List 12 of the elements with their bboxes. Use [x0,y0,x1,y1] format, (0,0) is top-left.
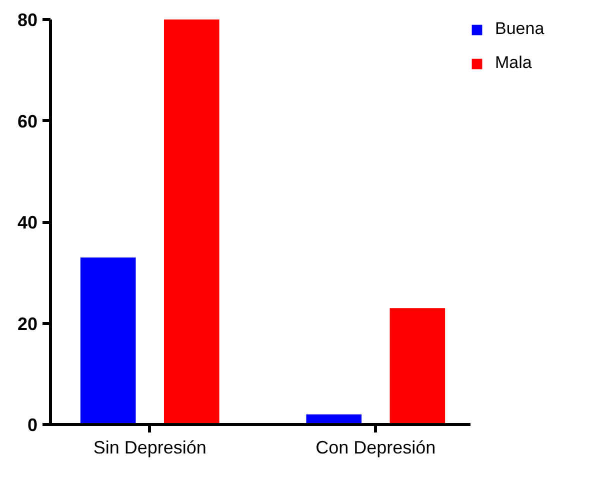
bar [80,257,136,424]
x-tick-label: Con Depresión [316,438,436,458]
y-tick-label: 20 [17,314,38,334]
y-tick-label: 80 [17,10,38,30]
y-tick-label: 0 [27,415,38,435]
y-tick-label: 40 [17,212,38,232]
bar [390,308,446,424]
legend-label: Mala [495,53,532,73]
legend-label: Buena [495,19,544,39]
bar [164,20,220,424]
y-tick-label: 60 [17,111,38,132]
x-tick-label: Sin Depresión [93,438,206,458]
